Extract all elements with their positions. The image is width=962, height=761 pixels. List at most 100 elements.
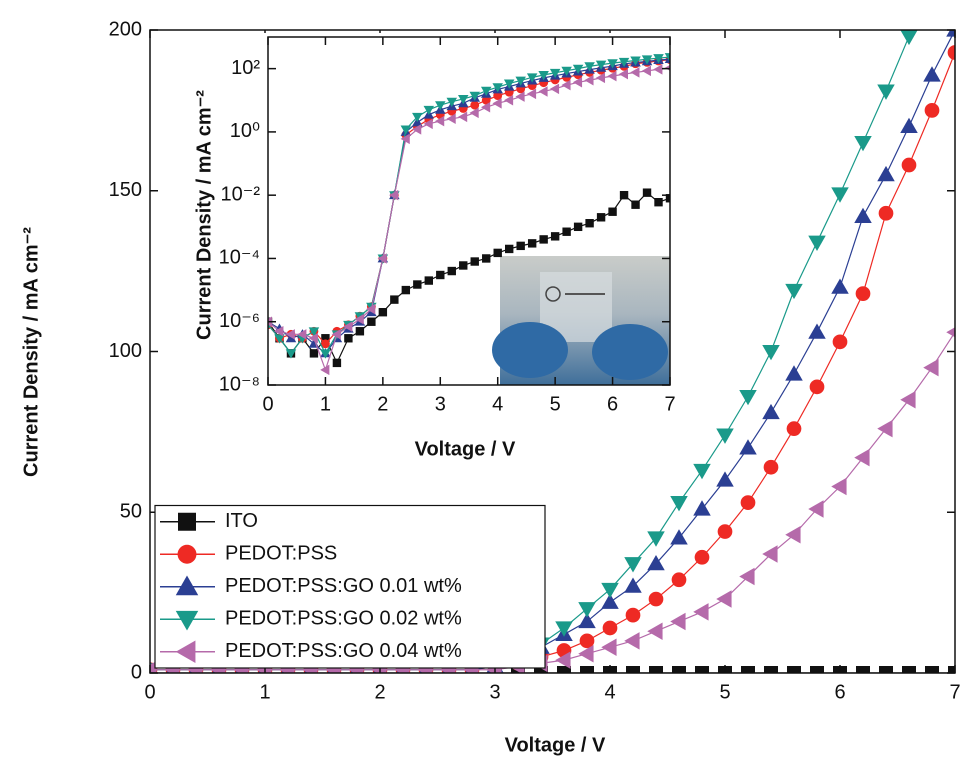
inset-y-axis-title: Current Density / mA cm⁻² — [193, 90, 215, 340]
y-tick-label: 200 — [109, 18, 142, 40]
marker — [458, 95, 469, 105]
marker — [308, 327, 320, 337]
marker — [642, 188, 652, 197]
marker — [549, 83, 560, 95]
marker — [695, 666, 709, 673]
marker — [320, 364, 330, 376]
marker — [584, 62, 595, 72]
marker — [625, 607, 641, 623]
marker — [400, 133, 410, 145]
marker — [493, 91, 503, 101]
marker — [447, 266, 456, 276]
marker — [321, 334, 330, 343]
marker — [831, 477, 847, 496]
marker — [900, 390, 916, 409]
marker — [785, 365, 803, 381]
y-tick-label: 10⁻² — [221, 183, 261, 205]
marker — [539, 235, 548, 244]
x-tick-label: 2 — [377, 393, 388, 415]
marker — [787, 666, 801, 673]
plot-frame — [267, 36, 671, 386]
marker — [595, 72, 606, 84]
x-tick-label: 1 — [320, 393, 331, 415]
marker — [572, 77, 583, 88]
marker — [585, 219, 594, 228]
marker — [693, 603, 709, 621]
marker — [458, 111, 468, 123]
marker — [285, 349, 297, 359]
x-tick-label: 4 — [492, 393, 503, 415]
marker — [762, 545, 778, 563]
marker — [877, 84, 895, 100]
y-tick-label: 10⁰ — [230, 120, 260, 142]
x-tick-label: 4 — [604, 681, 615, 703]
marker — [424, 276, 433, 285]
marker — [480, 102, 491, 113]
legend-label: PEDOT:PSS:GO 0.04 wt% — [225, 640, 462, 662]
legend-box — [154, 504, 546, 669]
marker — [808, 235, 826, 251]
marker — [607, 59, 618, 69]
marker — [670, 612, 686, 631]
marker — [321, 339, 330, 349]
marker — [948, 666, 955, 673]
marker — [786, 421, 802, 437]
marker — [647, 622, 663, 640]
marker — [831, 187, 849, 203]
legend-label: PEDOT:PSS:GO 0.02 wt% — [225, 608, 462, 630]
marker — [785, 526, 801, 544]
marker — [367, 317, 376, 326]
legend-label: PEDOT:PSS:GO 0.01 wt% — [225, 575, 462, 597]
marker — [515, 76, 526, 86]
marker — [175, 575, 199, 596]
marker — [579, 633, 595, 649]
marker — [175, 640, 196, 663]
marker — [297, 329, 307, 340]
marker — [413, 280, 422, 289]
inset-background — [180, 33, 688, 470]
marker — [608, 207, 617, 216]
marker — [390, 295, 399, 304]
marker — [178, 512, 196, 531]
marker — [527, 239, 537, 248]
marker — [618, 68, 628, 80]
marker — [526, 73, 538, 83]
marker — [694, 549, 710, 565]
marker — [641, 55, 653, 65]
marker — [648, 591, 664, 607]
marker — [601, 582, 619, 599]
marker — [308, 333, 318, 344]
marker — [653, 54, 664, 64]
marker — [878, 205, 894, 221]
marker — [274, 326, 284, 337]
marker — [596, 213, 606, 222]
marker — [653, 64, 663, 75]
y-tick-label: 10⁻⁸ — [219, 373, 260, 395]
marker — [470, 257, 479, 266]
marker — [538, 86, 548, 97]
marker — [693, 500, 711, 516]
legend-label: ITO — [225, 510, 258, 532]
marker — [716, 428, 734, 444]
marker — [717, 524, 733, 539]
marker — [630, 67, 640, 78]
marker — [481, 95, 491, 105]
y-tick-label: 10⁻⁴ — [219, 247, 260, 269]
marker — [923, 66, 941, 82]
marker — [534, 666, 548, 673]
marker — [555, 651, 571, 669]
x-tick-label: 6 — [607, 393, 618, 415]
marker — [505, 244, 514, 254]
marker — [739, 439, 757, 455]
x-tick-label: 1 — [259, 681, 270, 703]
marker — [923, 358, 939, 377]
marker — [493, 248, 502, 258]
marker — [309, 349, 319, 358]
marker — [671, 572, 687, 588]
marker — [332, 358, 342, 368]
marker — [550, 232, 560, 241]
x-tick-label: 2 — [374, 681, 385, 703]
marker — [877, 165, 895, 182]
x-tick-label: 0 — [144, 681, 155, 703]
